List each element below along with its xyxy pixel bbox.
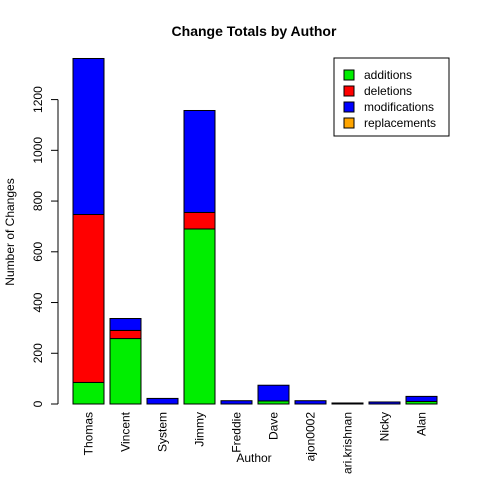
legend-label-replacements: replacements (364, 116, 436, 130)
y-axis: 0 200 400 600 800 1000 1200 (31, 86, 59, 407)
x-tick-label: ajon0002 (304, 412, 318, 462)
x-tick-label: Vincent (119, 411, 133, 451)
bar-segment-modifications (146, 397, 179, 405)
bars-group (72, 57, 438, 405)
legend: additions deletions modifications replaceme… (333, 57, 450, 137)
legend-swatch-modifications (343, 101, 355, 113)
legend-swatch-additions (343, 69, 355, 81)
bar-segment-modifications (368, 401, 401, 405)
bar-segment-modifications (294, 400, 327, 405)
x-tick-label: Dave (267, 412, 281, 440)
bar-segment-additions (109, 338, 142, 405)
bar-segment-modifications (109, 318, 142, 331)
x-tick-label: Nicky (378, 412, 392, 441)
y-tick-label: 1200 (31, 86, 45, 113)
legend-label-additions: additions (364, 68, 412, 82)
x-tick-label: System (156, 412, 170, 452)
bar-segment-deletions (109, 329, 142, 340)
y-tick-label: 600 (31, 241, 45, 261)
x-tick-label: Alan (415, 412, 429, 436)
y-tick-label: 200 (31, 343, 45, 363)
legend-label-deletions: deletions (364, 84, 412, 98)
y-tick-label: 0 (31, 400, 45, 407)
bar-segment-modifications (405, 395, 438, 402)
x-axis-label: Author (236, 451, 271, 465)
bar-segment-additions (72, 381, 105, 405)
y-axis-label: Number of Changes (3, 178, 17, 285)
x-tick-label: ari.krishnan (341, 412, 355, 474)
bar-segment-modifications (331, 402, 364, 405)
bar-segment-additions (183, 228, 216, 405)
y-tick-label: 400 (31, 292, 45, 312)
bar-segment-modifications (72, 57, 105, 216)
legend-swatch-deletions (343, 85, 355, 97)
legend-label-modifications: modifications (364, 100, 434, 114)
legend-swatch-replacements (343, 117, 355, 129)
x-tick-label: Jimmy (193, 412, 207, 447)
x-tick-label: Freddie (230, 412, 244, 453)
y-tick-label: 1000 (31, 137, 45, 164)
bar-segment-modifications (220, 400, 253, 405)
x-axis-tick-labels: Thomas Vincent System Jimmy Freddie Dave ajon0… (82, 411, 429, 474)
x-tick-label: Thomas (82, 412, 96, 455)
chart-title: Change Totals by Author (172, 23, 337, 39)
bar-segment-deletions (183, 211, 216, 230)
bar-segment-modifications (257, 384, 290, 402)
y-tick-label: 800 (31, 191, 45, 211)
bar-segment-modifications (183, 109, 216, 213)
bar-segment-deletions (72, 214, 105, 383)
